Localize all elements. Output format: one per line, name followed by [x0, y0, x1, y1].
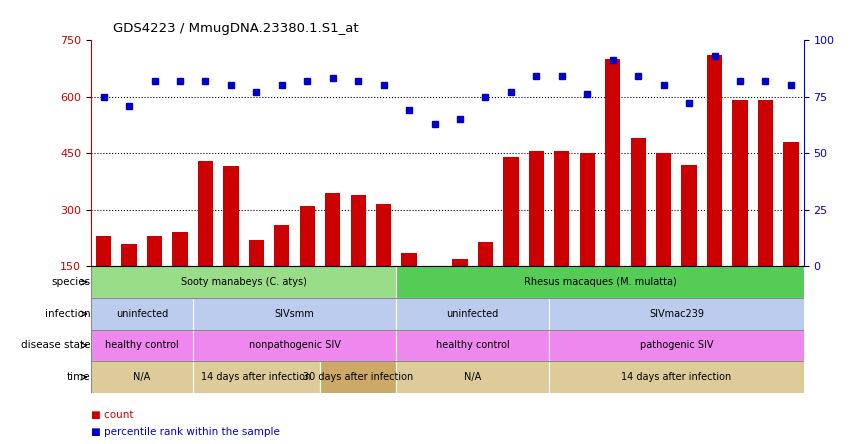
Text: SIVsmm: SIVsmm: [275, 309, 314, 319]
Bar: [503, 157, 519, 266]
Text: healthy control: healthy control: [105, 341, 178, 350]
Bar: [758, 100, 773, 266]
Bar: [96, 236, 112, 266]
Text: infection: infection: [45, 309, 90, 319]
Bar: [223, 166, 238, 266]
Bar: [630, 138, 646, 266]
Bar: [549, 329, 804, 361]
Text: ■ percentile rank within the sample: ■ percentile rank within the sample: [91, 427, 280, 437]
Bar: [300, 206, 315, 266]
Bar: [733, 100, 747, 266]
Text: healthy control: healthy control: [436, 341, 509, 350]
Bar: [478, 242, 493, 266]
Text: SIVmac239: SIVmac239: [649, 309, 704, 319]
Text: 14 days after infection: 14 days after infection: [201, 372, 312, 382]
Text: N/A: N/A: [133, 372, 151, 382]
Text: 30 days after infection: 30 days after infection: [303, 372, 413, 382]
Bar: [197, 161, 213, 266]
Bar: [397, 361, 549, 393]
Text: GDS4223 / MmugDNA.23380.1.S1_at: GDS4223 / MmugDNA.23380.1.S1_at: [113, 22, 359, 35]
Bar: [376, 204, 391, 266]
Bar: [427, 266, 443, 274]
Bar: [193, 329, 397, 361]
Bar: [452, 259, 468, 266]
Bar: [579, 153, 595, 266]
Text: Rhesus macaques (M. mulatta): Rhesus macaques (M. mulatta): [524, 277, 676, 287]
Bar: [121, 244, 137, 266]
Bar: [320, 361, 397, 393]
Bar: [783, 142, 798, 266]
Bar: [402, 253, 417, 266]
Bar: [549, 361, 804, 393]
Text: ■ count: ■ count: [91, 410, 133, 420]
Text: 14 days after infection: 14 days after infection: [621, 372, 732, 382]
Bar: [91, 266, 397, 298]
Bar: [554, 151, 570, 266]
Bar: [249, 240, 264, 266]
Text: time: time: [67, 372, 90, 382]
Bar: [172, 233, 188, 266]
Bar: [325, 193, 340, 266]
Bar: [91, 361, 193, 393]
Bar: [397, 298, 549, 329]
Text: Sooty manabeys (C. atys): Sooty manabeys (C. atys): [181, 277, 307, 287]
Text: N/A: N/A: [464, 372, 481, 382]
Bar: [605, 59, 620, 266]
Bar: [193, 298, 397, 329]
Bar: [193, 361, 320, 393]
Bar: [529, 151, 544, 266]
Bar: [147, 236, 162, 266]
Text: disease state: disease state: [21, 341, 90, 350]
Bar: [397, 266, 804, 298]
Bar: [91, 298, 193, 329]
Bar: [682, 165, 697, 266]
Text: nonpathogenic SIV: nonpathogenic SIV: [249, 341, 340, 350]
Text: uninfected: uninfected: [447, 309, 499, 319]
Text: species: species: [51, 277, 90, 287]
Bar: [91, 329, 193, 361]
Bar: [707, 55, 722, 266]
Bar: [656, 153, 671, 266]
Text: pathogenic SIV: pathogenic SIV: [640, 341, 713, 350]
Bar: [351, 195, 365, 266]
Bar: [275, 225, 289, 266]
Text: uninfected: uninfected: [116, 309, 168, 319]
Bar: [549, 298, 804, 329]
Bar: [397, 329, 549, 361]
